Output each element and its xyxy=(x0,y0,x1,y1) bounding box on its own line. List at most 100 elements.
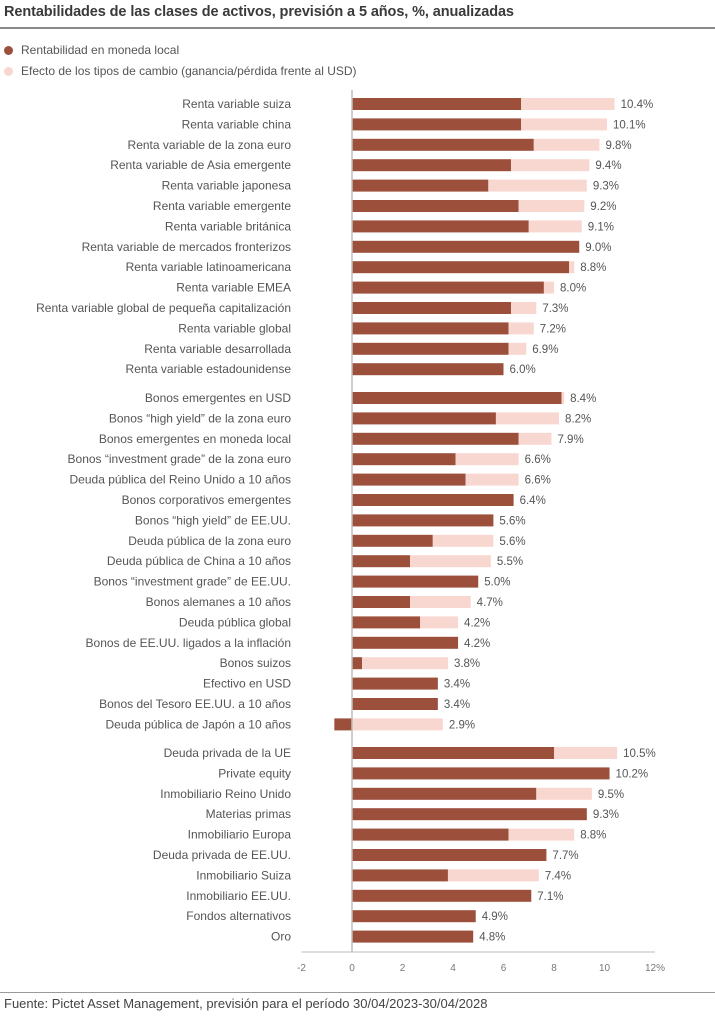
x-tick-label: -2 xyxy=(297,963,306,974)
bar-local-return xyxy=(352,412,496,425)
category-label: Renta variable británica xyxy=(165,219,291,233)
category-label: Renta variable de mercados fronterizos xyxy=(82,240,291,254)
data-label-total: 8.0% xyxy=(560,283,586,295)
category-label: Bonos alemanes a 10 años xyxy=(146,595,291,609)
x-tick-label: 2 xyxy=(400,963,406,974)
bar-local-return xyxy=(352,432,519,445)
bar-fx-effect xyxy=(455,453,519,466)
category-label: Deuda pública global xyxy=(179,615,291,629)
data-label-total: 7.2% xyxy=(540,323,566,335)
x-tick-label: 12% xyxy=(645,963,665,974)
bar-local-return xyxy=(352,869,448,882)
bar-fx-effect xyxy=(352,718,443,731)
category-label: Renta variable latinoamericana xyxy=(126,260,292,274)
bar-local-return xyxy=(352,787,537,800)
data-label-total: 3.4% xyxy=(444,699,470,711)
category-label: Renta variable de la zona euro xyxy=(128,138,292,152)
category-label: Renta variable china xyxy=(182,117,292,131)
data-label-total: 7.7% xyxy=(552,850,578,862)
bar-local-return xyxy=(352,849,547,861)
bar-fx-effect xyxy=(511,302,537,314)
data-label-total: 8.8% xyxy=(580,262,606,274)
bar-local-return xyxy=(352,118,522,131)
bar-local-return xyxy=(352,494,514,506)
category-label: Fondos alternativos xyxy=(186,909,291,923)
bar-fx-effect xyxy=(518,432,552,445)
bar-local-return xyxy=(352,473,466,486)
data-label-total: 8.2% xyxy=(565,413,591,425)
data-label-total: 6.9% xyxy=(532,344,558,356)
category-label: Bonos suizos xyxy=(220,656,291,670)
category-label: Bonos del Tesoro EE.UU. a 10 años xyxy=(99,697,291,711)
data-label-total: 8.4% xyxy=(570,393,596,405)
category-label: Deuda pública de Japón a 10 años xyxy=(106,717,291,731)
category-label: Deuda privada de EE.UU. xyxy=(153,848,291,862)
category-label: Inmobiliario Suiza xyxy=(196,868,291,882)
bar-local-return xyxy=(352,281,544,294)
category-label: Deuda pública del Reino Unido a 10 años xyxy=(70,473,292,487)
chart-title: Rentabilidades de las clases de activos,… xyxy=(4,4,514,20)
data-label-total: 7.9% xyxy=(557,434,583,446)
bar-local-return xyxy=(352,534,433,547)
data-label-total: 5.0% xyxy=(484,577,510,589)
data-label-total: 7.3% xyxy=(542,303,568,315)
x-tick-label: 0 xyxy=(349,963,355,974)
bar-fx-effect xyxy=(508,342,527,355)
bar-fx-effect xyxy=(533,138,600,151)
category-label: Bonos de EE.UU. ligados a la inflación xyxy=(86,636,291,650)
category-label: Private equity xyxy=(218,766,291,780)
data-label-total: 7.1% xyxy=(537,891,563,903)
bar-chart: Renta variable suiza 10.4% Renta variable … xyxy=(36,90,665,974)
data-label-total: 6.0% xyxy=(510,364,536,376)
category-label: Bonos emergentes en moneda local xyxy=(99,432,291,446)
bar-fx-effect xyxy=(420,616,459,629)
category-label: Renta variable suiza xyxy=(182,97,291,111)
bar-local-return xyxy=(352,220,529,233)
bar-local-return xyxy=(352,342,509,355)
bar-local-return xyxy=(352,159,512,172)
data-label-total: 4.2% xyxy=(464,638,490,650)
legend-item-fx: Efecto de los tipos de cambio (ganancia/… xyxy=(4,64,357,78)
data-label-total: 4.9% xyxy=(482,911,508,923)
data-label-total: 4.8% xyxy=(479,932,505,944)
data-label-total: 10.1% xyxy=(613,119,646,131)
data-label-total: 4.7% xyxy=(477,597,503,609)
data-label-total: 2.9% xyxy=(449,719,475,731)
bar-local-return xyxy=(352,910,476,923)
category-label: Inmobiliario Reino Unido xyxy=(160,787,291,801)
bar-local-return xyxy=(352,322,509,335)
x-tick-label: 10 xyxy=(599,963,611,974)
x-tick-label: 4 xyxy=(450,963,456,974)
legend-swatch-fx-icon xyxy=(4,66,13,76)
data-label-total: 9.3% xyxy=(593,809,619,821)
x-tick-label: 6 xyxy=(501,963,507,974)
bar-local-return xyxy=(352,575,479,588)
category-label: Bonos “investment grade” de la zona euro xyxy=(68,452,292,466)
bar-local-return xyxy=(352,302,512,314)
bar-fx-effect xyxy=(554,747,618,759)
category-label: Renta variable desarrollada xyxy=(144,342,291,356)
category-label: Efectivo en USD xyxy=(203,677,291,691)
bar-local-return xyxy=(352,828,509,841)
bar-fx-effect xyxy=(521,118,608,131)
data-label-total: 6.6% xyxy=(525,454,551,466)
category-label: Renta variable de Asia emergente xyxy=(110,158,291,172)
bar-fx-effect xyxy=(465,473,519,486)
bar-fx-effect xyxy=(508,322,534,335)
bar-fx-effect xyxy=(447,869,539,882)
bar-fx-effect xyxy=(521,98,615,110)
category-label: Bonos “investment grade” de EE.UU. xyxy=(94,575,291,589)
bar-local-return xyxy=(352,596,411,608)
bar-local-return xyxy=(352,98,522,110)
data-label-total: 3.4% xyxy=(444,679,470,691)
source-footer: Fuente: Pictet Asset Management, previsi… xyxy=(4,996,488,1011)
bar-local-return xyxy=(352,179,489,192)
bar-local-return xyxy=(334,718,352,731)
bar-local-return xyxy=(352,808,587,821)
data-label-total: 9.5% xyxy=(598,789,624,801)
bar-local-return xyxy=(352,889,532,902)
bar-local-return xyxy=(352,555,411,568)
bar-fx-effect xyxy=(543,281,554,294)
bar-local-return xyxy=(352,200,519,212)
title-divider xyxy=(0,27,715,29)
